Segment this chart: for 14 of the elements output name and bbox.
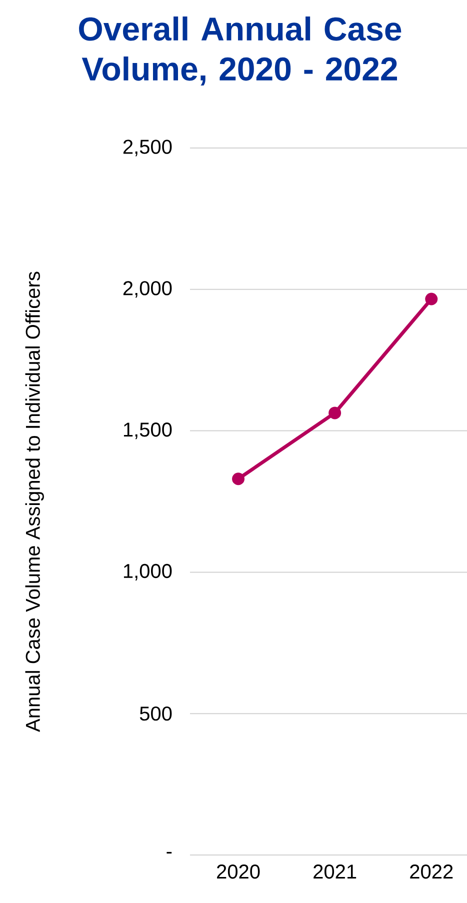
y-tick-label: 500 bbox=[140, 706, 172, 721]
chart-title: Overall Annual Case Volume, 2020 - 2022 bbox=[79, 16, 402, 86]
x-tick-label: 2021 bbox=[314, 864, 356, 879]
y-axis-title: Annual Case Volume Assigned to Individual Officers bbox=[25, 272, 44, 732]
y-tick-label: - bbox=[166, 852, 172, 854]
point bbox=[328, 406, 342, 420]
y-tick-label: 1,000 bbox=[124, 564, 172, 580]
point bbox=[232, 472, 245, 486]
y-tick-label: 1,500 bbox=[124, 422, 172, 440]
x-tick-label: 2022 bbox=[410, 864, 453, 879]
y-tick-label: 2,500 bbox=[123, 140, 172, 156]
y-tick-label: 2,000 bbox=[123, 281, 172, 298]
x-tick-label: 2020 bbox=[217, 864, 260, 879]
point bbox=[425, 292, 438, 306]
